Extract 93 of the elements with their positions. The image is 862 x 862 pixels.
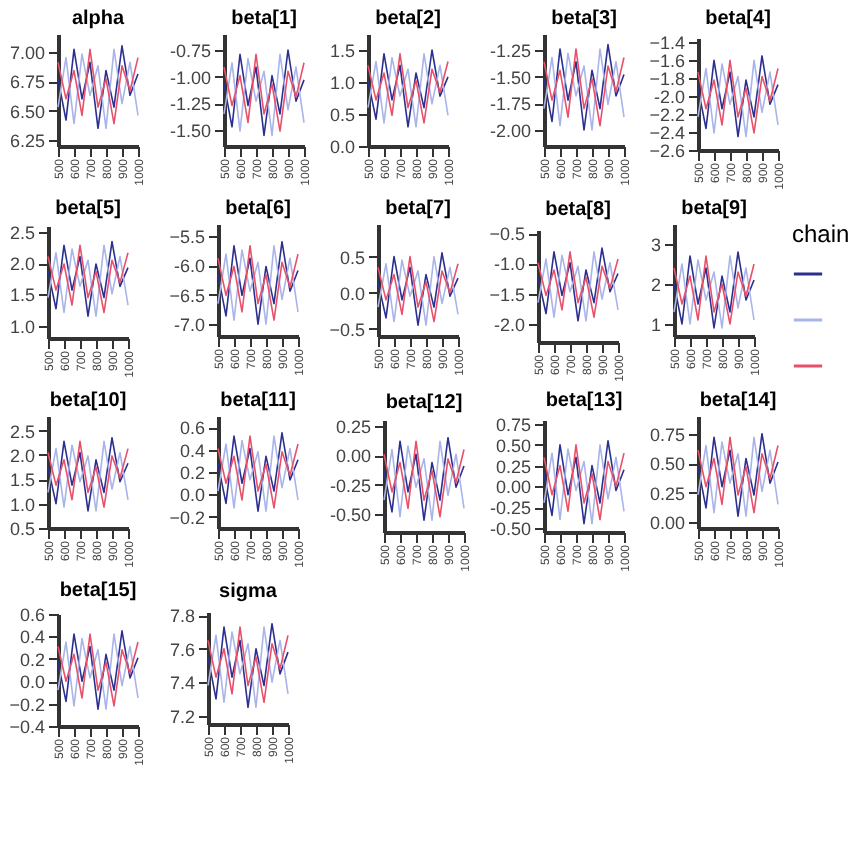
y-tick-label: 0.50 bbox=[649, 454, 685, 475]
y-tick-label: −0.2 bbox=[169, 507, 205, 528]
chart-title: beta[14] bbox=[699, 390, 777, 412]
y-tick-label: -1.0 bbox=[493, 254, 525, 275]
y-tick-label: 7.00 bbox=[9, 42, 45, 63]
y-tick-label: 2 bbox=[650, 275, 661, 295]
chart-title: beta[1] bbox=[231, 8, 297, 30]
y-tick-label: -1.75 bbox=[489, 94, 531, 115]
chart-title: beta[9] bbox=[681, 198, 747, 220]
y-tick-label: -0.50 bbox=[489, 518, 531, 539]
y-tick-label: 0.25 bbox=[649, 483, 685, 504]
y-tick-label: 3 bbox=[650, 235, 661, 255]
y-tick-label: -0.25 bbox=[329, 475, 371, 496]
y-tick-label: -6.0 bbox=[173, 256, 205, 277]
y-tick-label: −2.4 bbox=[649, 123, 685, 144]
chart-title: sigma bbox=[219, 581, 278, 604]
y-tick-label: 7.8 bbox=[169, 606, 195, 627]
legend-title: chain bbox=[792, 220, 850, 248]
y-tick-label: 0.25 bbox=[335, 416, 371, 437]
chart-title: beta[8] bbox=[545, 199, 611, 222]
y-tick-label: 0.6 bbox=[19, 605, 45, 625]
y-tick-label: −5.5 bbox=[169, 226, 205, 247]
y-tick-label: −0.2 bbox=[9, 694, 45, 715]
chart-title: beta[12] bbox=[385, 391, 463, 414]
y-tick-label: -2.0 bbox=[653, 87, 685, 108]
y-tick-label: -2.00 bbox=[489, 121, 531, 141]
y-tick-label: -1.50 bbox=[169, 121, 211, 141]
y-tick-label: 0.25 bbox=[495, 456, 531, 477]
y-tick-label: −0.5 bbox=[329, 319, 365, 340]
y-tick-label: 6.75 bbox=[9, 72, 45, 93]
y-tick-label: 6.50 bbox=[9, 101, 45, 122]
y-tick-label: 2.5 bbox=[9, 421, 35, 442]
chart-title: beta[3] bbox=[551, 8, 617, 30]
y-tick-label: 0.50 bbox=[495, 435, 531, 456]
y-tick-label: 6.25 bbox=[9, 131, 45, 152]
y-tick-label: 0.0 bbox=[339, 283, 365, 304]
y-tick-label: 0.5 bbox=[339, 247, 365, 268]
chart-title: beta[10] bbox=[49, 390, 127, 412]
y-tick-label: 0.75 bbox=[495, 415, 531, 436]
y-tick-label: 7.2 bbox=[169, 706, 195, 727]
y-tick-label: 0.4 bbox=[19, 627, 45, 648]
y-tick-label: 1 bbox=[650, 315, 661, 335]
y-tick-label: -1.25 bbox=[489, 41, 531, 61]
y-tick-label: 0.0 bbox=[329, 137, 355, 157]
y-tick-label: −2.2 bbox=[649, 105, 685, 126]
chart-title: beta[11] bbox=[220, 390, 296, 412]
y-tick-label: −1.6 bbox=[649, 51, 685, 72]
y-tick-label: 0.00 bbox=[649, 513, 685, 534]
chart-title: beta[5] bbox=[55, 198, 121, 221]
y-tick-label: -1.50 bbox=[489, 67, 531, 88]
y-tick-label: 7.6 bbox=[169, 639, 195, 660]
chart-title: beta[7] bbox=[385, 198, 451, 220]
y-tick-label: −0.5 bbox=[489, 224, 525, 245]
chart-title: beta[4] bbox=[705, 8, 771, 31]
chart-title: beta[13] bbox=[545, 390, 623, 413]
y-tick-label: 0.5 bbox=[329, 105, 355, 125]
y-tick-label: −1.5 bbox=[489, 284, 525, 305]
y-tick-label: 1.5 bbox=[9, 285, 35, 306]
y-tick-label: 0.0 bbox=[19, 672, 45, 693]
y-tick-label: -2.0 bbox=[493, 314, 525, 335]
y-tick-label: -7.0 bbox=[173, 315, 205, 336]
y-tick-label: −1.8 bbox=[649, 69, 685, 90]
y-tick-label: -0.25 bbox=[489, 498, 531, 519]
chart-title: alpha bbox=[71, 8, 125, 30]
y-tick-label: -1.25 bbox=[169, 94, 211, 115]
y-tick-label: -0.75 bbox=[169, 41, 211, 61]
y-tick-label: -0.50 bbox=[329, 505, 371, 526]
y-tick-label: -1.00 bbox=[169, 67, 211, 88]
y-tick-label: 0.75 bbox=[649, 424, 685, 445]
y-tick-label: 0.00 bbox=[495, 477, 531, 498]
y-tick-label: 1.0 bbox=[329, 73, 355, 93]
y-tick-label: 0.5 bbox=[9, 519, 35, 539]
y-tick-label: 2.0 bbox=[9, 254, 35, 275]
y-tick-label: 1.0 bbox=[9, 316, 35, 337]
chart-title: beta[2] bbox=[375, 8, 441, 30]
y-tick-label: 1.5 bbox=[329, 41, 355, 61]
y-tick-label: −1.4 bbox=[649, 33, 685, 54]
y-tick-label: 1.5 bbox=[9, 470, 35, 491]
y-tick-label: 0.6 bbox=[179, 418, 205, 439]
y-tick-label: 0.2 bbox=[179, 463, 205, 483]
chart-title: beta[15] bbox=[59, 580, 137, 602]
y-tick-label: 0.4 bbox=[179, 440, 205, 461]
y-tick-label: −2.6 bbox=[649, 141, 685, 161]
y-tick-label: 2.5 bbox=[9, 223, 35, 244]
y-tick-label: 2.0 bbox=[9, 445, 35, 466]
chart-title: beta[6] bbox=[225, 198, 291, 220]
y-tick-label: 0.2 bbox=[19, 649, 45, 670]
y-tick-label: 1.0 bbox=[9, 494, 35, 515]
y-tick-label: −0.4 bbox=[9, 717, 45, 737]
y-tick-label: 0.00 bbox=[335, 446, 371, 467]
y-tick-label: 7.4 bbox=[169, 673, 195, 694]
y-tick-label: 0.0 bbox=[179, 485, 205, 506]
y-tick-label: −6.5 bbox=[169, 285, 205, 306]
